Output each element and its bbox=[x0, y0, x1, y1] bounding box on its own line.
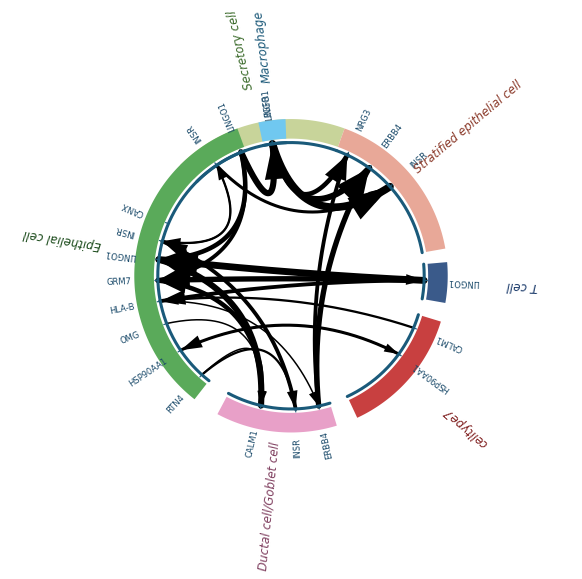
Polygon shape bbox=[309, 391, 319, 406]
Text: CANX: CANX bbox=[120, 200, 145, 217]
Polygon shape bbox=[258, 390, 267, 405]
Text: HSP90AA1: HSP90AA1 bbox=[127, 356, 169, 389]
Polygon shape bbox=[160, 290, 186, 305]
Polygon shape bbox=[287, 390, 297, 409]
Text: Epithelial cell: Epithelial cell bbox=[23, 227, 102, 252]
Text: OMG: OMG bbox=[119, 329, 141, 346]
Text: INSR: INSR bbox=[292, 438, 302, 458]
Polygon shape bbox=[325, 155, 347, 184]
Text: CALM1: CALM1 bbox=[244, 428, 260, 459]
Polygon shape bbox=[162, 241, 188, 259]
Text: RTN4: RTN4 bbox=[165, 393, 186, 415]
Polygon shape bbox=[332, 155, 347, 181]
Polygon shape bbox=[159, 250, 188, 266]
Text: Ductal cell/Goblet cell: Ductal cell/Goblet cell bbox=[256, 441, 282, 571]
Text: Stratified epithelial cell: Stratified epithelial cell bbox=[411, 78, 524, 176]
Text: HLA-B: HLA-B bbox=[108, 302, 135, 316]
Text: NRG3: NRG3 bbox=[354, 107, 373, 133]
Polygon shape bbox=[158, 267, 184, 282]
Text: celltype7: celltype7 bbox=[441, 405, 490, 450]
Polygon shape bbox=[426, 262, 448, 303]
Polygon shape bbox=[158, 270, 190, 289]
Text: HSP90AA1: HSP90AA1 bbox=[410, 361, 451, 394]
Text: EGFR: EGFR bbox=[261, 93, 273, 117]
Polygon shape bbox=[217, 166, 227, 181]
Polygon shape bbox=[160, 294, 179, 305]
Text: LINGO1: LINGO1 bbox=[217, 100, 236, 133]
Text: ERBB4: ERBB4 bbox=[320, 430, 334, 459]
Polygon shape bbox=[368, 186, 390, 203]
Polygon shape bbox=[257, 391, 266, 405]
Polygon shape bbox=[162, 238, 181, 248]
Polygon shape bbox=[180, 119, 345, 179]
Text: GRM7: GRM7 bbox=[106, 277, 132, 287]
Polygon shape bbox=[337, 168, 370, 200]
Polygon shape bbox=[338, 129, 445, 252]
Text: T cell: T cell bbox=[506, 278, 538, 293]
Polygon shape bbox=[180, 336, 203, 350]
Polygon shape bbox=[349, 316, 441, 418]
Polygon shape bbox=[346, 168, 370, 200]
Text: ERBB4: ERBB4 bbox=[381, 122, 404, 151]
Text: LINGO1: LINGO1 bbox=[104, 248, 136, 261]
Polygon shape bbox=[406, 274, 424, 285]
Polygon shape bbox=[347, 186, 390, 219]
Text: CALM1: CALM1 bbox=[435, 334, 464, 353]
Text: INSR: INSR bbox=[409, 151, 430, 170]
Polygon shape bbox=[258, 119, 286, 142]
Polygon shape bbox=[384, 344, 399, 354]
Polygon shape bbox=[159, 252, 198, 275]
Text: Secretory cell: Secretory cell bbox=[226, 9, 256, 91]
Text: LINGO1: LINGO1 bbox=[260, 89, 274, 122]
Text: INSR: INSR bbox=[113, 224, 136, 238]
Polygon shape bbox=[134, 129, 244, 400]
Polygon shape bbox=[159, 259, 196, 280]
Text: Macrophage: Macrophage bbox=[252, 9, 274, 83]
Polygon shape bbox=[158, 277, 187, 294]
Text: LINGO1: LINGO1 bbox=[447, 277, 480, 287]
Polygon shape bbox=[218, 397, 337, 433]
Polygon shape bbox=[265, 144, 286, 180]
Text: INSR: INSR bbox=[185, 122, 204, 144]
